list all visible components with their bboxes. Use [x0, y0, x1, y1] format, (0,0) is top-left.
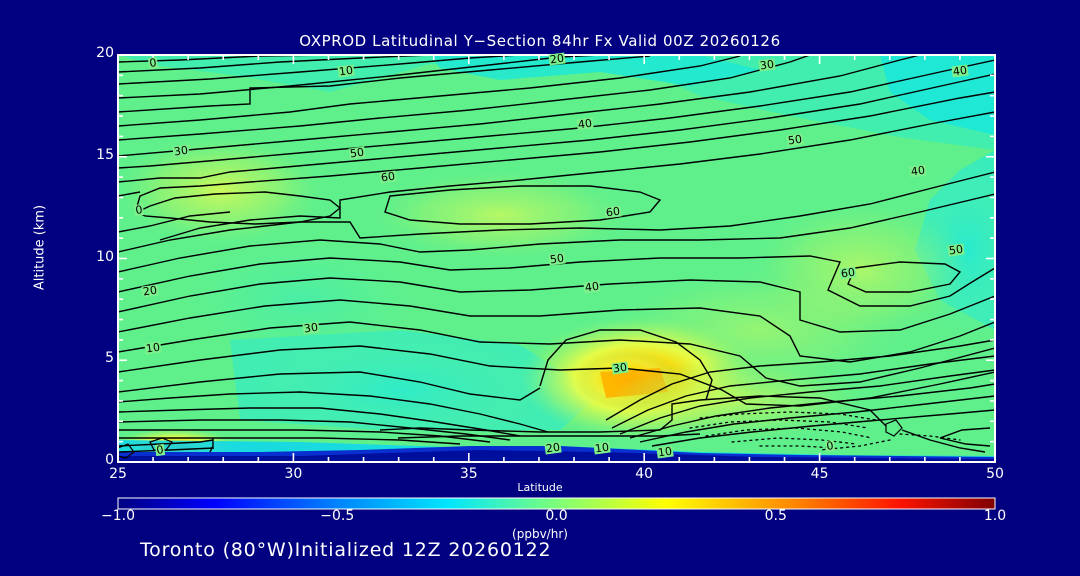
x-tick-label: 35 — [459, 466, 478, 482]
x-tick-label: 30 — [284, 466, 303, 482]
y-tick-label: 20 — [96, 45, 114, 61]
field-upper-left-warm-blob — [118, 135, 325, 245]
plot-panel — [117, 54, 996, 463]
colorbar-tick-label: −1.0 — [101, 508, 135, 524]
field-upper-negative-band — [118, 55, 995, 150]
colorbar-tick-label: 0.0 — [545, 508, 568, 524]
field-mid-left-cool-blob — [180, 240, 420, 360]
page-title: OXPROD Latitudinal Y−Section 84hr Fx Val… — [299, 32, 781, 50]
colorbar-frame — [117, 497, 996, 510]
colorbar-tick-labels: −1.0 −0.5 0.0 0.5 1.0 — [0, 508, 1080, 530]
colorbar-tick-label: 1.0 — [983, 508, 1007, 524]
x-tick-label: 40 — [635, 466, 654, 482]
y-tick-label: 5 — [105, 350, 114, 367]
y-tick-labels: 0 5 10 15 20 — [68, 0, 114, 576]
colorbar-tick-label: −0.5 — [320, 508, 355, 524]
field-mid-warm-blob — [370, 170, 630, 260]
x-tick-labels: 25 30 35 40 45 50 — [0, 466, 1080, 488]
figure-caption: Toronto (80°W)Initialized 12Z 20260122 — [140, 539, 552, 561]
colorbar-tick-label: 0.5 — [764, 508, 787, 524]
x-tick-label: 25 — [109, 466, 127, 482]
x-axis-label: Latitude — [517, 481, 563, 494]
axis-ticks — [117, 54, 996, 463]
x-tick-label: 50 — [986, 466, 1004, 482]
colorbar — [117, 497, 996, 510]
terrain-mask — [118, 450, 995, 462]
colorbar-gradient — [118, 498, 995, 509]
y-tick-label: 10 — [96, 248, 114, 265]
negative-contours — [689, 411, 961, 451]
y-axis-label: Altitude (km) — [32, 204, 48, 291]
y-tick-label: 0 — [105, 452, 114, 468]
x-tick-label: 45 — [810, 466, 829, 482]
y-tick-label: 15 — [96, 146, 114, 163]
colorbar-unit-label: (ppbv/hr) — [512, 527, 568, 541]
